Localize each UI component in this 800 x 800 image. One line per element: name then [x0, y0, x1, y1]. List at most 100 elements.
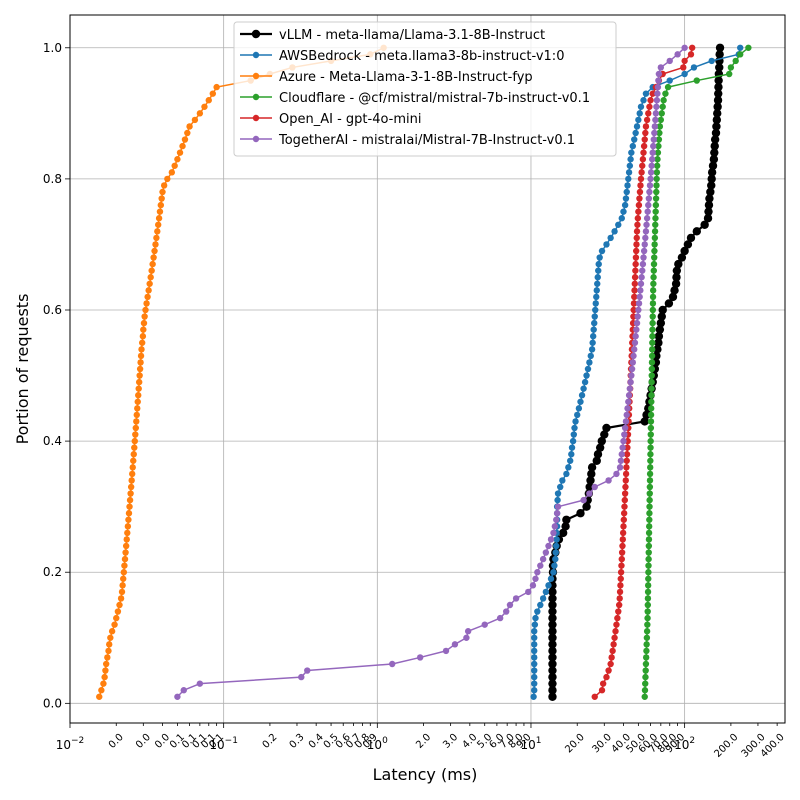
- data-point: [130, 457, 137, 464]
- data-point: [622, 195, 630, 202]
- data-point: [125, 516, 132, 523]
- data-point: [632, 260, 639, 268]
- data-point: [631, 287, 638, 294]
- data-point: [588, 346, 596, 353]
- data-point: [632, 267, 639, 274]
- data-point: [585, 482, 594, 492]
- series-line: [176, 47, 686, 698]
- data-point: [647, 437, 654, 445]
- data-point: [642, 228, 650, 235]
- data-point: [624, 405, 631, 412]
- data-point: [640, 247, 648, 255]
- data-point: [644, 601, 652, 609]
- data-point: [616, 464, 624, 471]
- data-point: [709, 155, 719, 164]
- data-point: [159, 188, 166, 196]
- data-point: [648, 162, 655, 169]
- data-point: [633, 319, 641, 327]
- data-point: [643, 215, 651, 222]
- data-point: [146, 280, 153, 287]
- data-point: [151, 247, 158, 255]
- data-point: [626, 385, 634, 392]
- data-point: [126, 503, 133, 510]
- data-point: [623, 464, 630, 471]
- data-point: [179, 142, 186, 150]
- data-point: [615, 601, 623, 609]
- data-point: [641, 241, 648, 248]
- data-point: [623, 411, 630, 419]
- data-point: [157, 201, 165, 209]
- data-point: [116, 601, 123, 609]
- legend-item: Cloudflare - @cf/mistral/mistral-7b-inst…: [240, 91, 590, 106]
- data-point: [568, 451, 575, 458]
- legend-frame: [233, 21, 617, 157]
- data-point: [653, 345, 662, 354]
- data-point: [596, 254, 603, 261]
- data-point: [652, 221, 659, 228]
- series-layer: [96, 43, 752, 701]
- data-point: [714, 76, 723, 85]
- y-tick-label: 1.0: [43, 41, 62, 55]
- data-point: [534, 608, 541, 615]
- data-point: [621, 424, 629, 432]
- data-point: [653, 97, 661, 104]
- data-point: [637, 287, 644, 294]
- data-point: [565, 464, 572, 471]
- data-point: [548, 672, 557, 682]
- data-point: [655, 70, 663, 78]
- x-minor-tick-label: 2.0: [414, 732, 433, 751]
- x-minor-tick-label: 0.3: [288, 732, 307, 751]
- data-point: [583, 372, 590, 379]
- data-point: [551, 562, 558, 569]
- data-point: [666, 57, 673, 65]
- data-point: [651, 123, 659, 130]
- data-point: [624, 444, 631, 451]
- data-point: [567, 457, 574, 464]
- data-point: [645, 542, 653, 550]
- data-point: [537, 562, 544, 569]
- data-point: [442, 647, 450, 655]
- data-point: [143, 300, 150, 307]
- data-point: [635, 116, 642, 124]
- data-point: [595, 443, 605, 452]
- data-point: [633, 228, 641, 235]
- data-point: [580, 496, 587, 504]
- data-point: [550, 569, 557, 576]
- data-point: [102, 660, 110, 668]
- data-point: [648, 365, 656, 373]
- legend-label: vLLM - meta-llama/Llama-3.1-8B-Instruct: [279, 28, 545, 43]
- legend-marker: [252, 135, 260, 143]
- data-point: [147, 274, 154, 281]
- x-major-tick-label: 10−1: [209, 736, 238, 752]
- data-point: [496, 614, 504, 622]
- data-point: [681, 57, 688, 65]
- data-point: [646, 470, 654, 478]
- data-point: [548, 659, 557, 669]
- data-point: [298, 673, 305, 681]
- data-point: [548, 653, 557, 662]
- data-point: [532, 575, 539, 582]
- x-minor-tick-label: 3.0: [441, 732, 460, 751]
- data-point: [714, 82, 723, 92]
- data-point: [605, 667, 612, 674]
- data-point: [598, 247, 606, 255]
- data-point: [614, 614, 621, 622]
- data-point: [592, 300, 599, 307]
- data-point: [304, 667, 311, 674]
- data-point: [646, 103, 653, 110]
- data-point: [672, 266, 682, 275]
- data-point: [548, 640, 557, 649]
- data-point: [658, 110, 665, 117]
- data-point: [649, 90, 656, 97]
- data-point: [209, 90, 217, 97]
- data-point: [576, 509, 585, 518]
- data-point: [633, 123, 641, 130]
- data-point: [547, 575, 555, 582]
- data-point: [595, 267, 602, 274]
- data-point: [692, 227, 701, 236]
- data-point: [123, 536, 130, 543]
- x-minor-tick-label: 0.2: [261, 732, 280, 751]
- data-point: [127, 490, 134, 497]
- data-point: [645, 575, 652, 582]
